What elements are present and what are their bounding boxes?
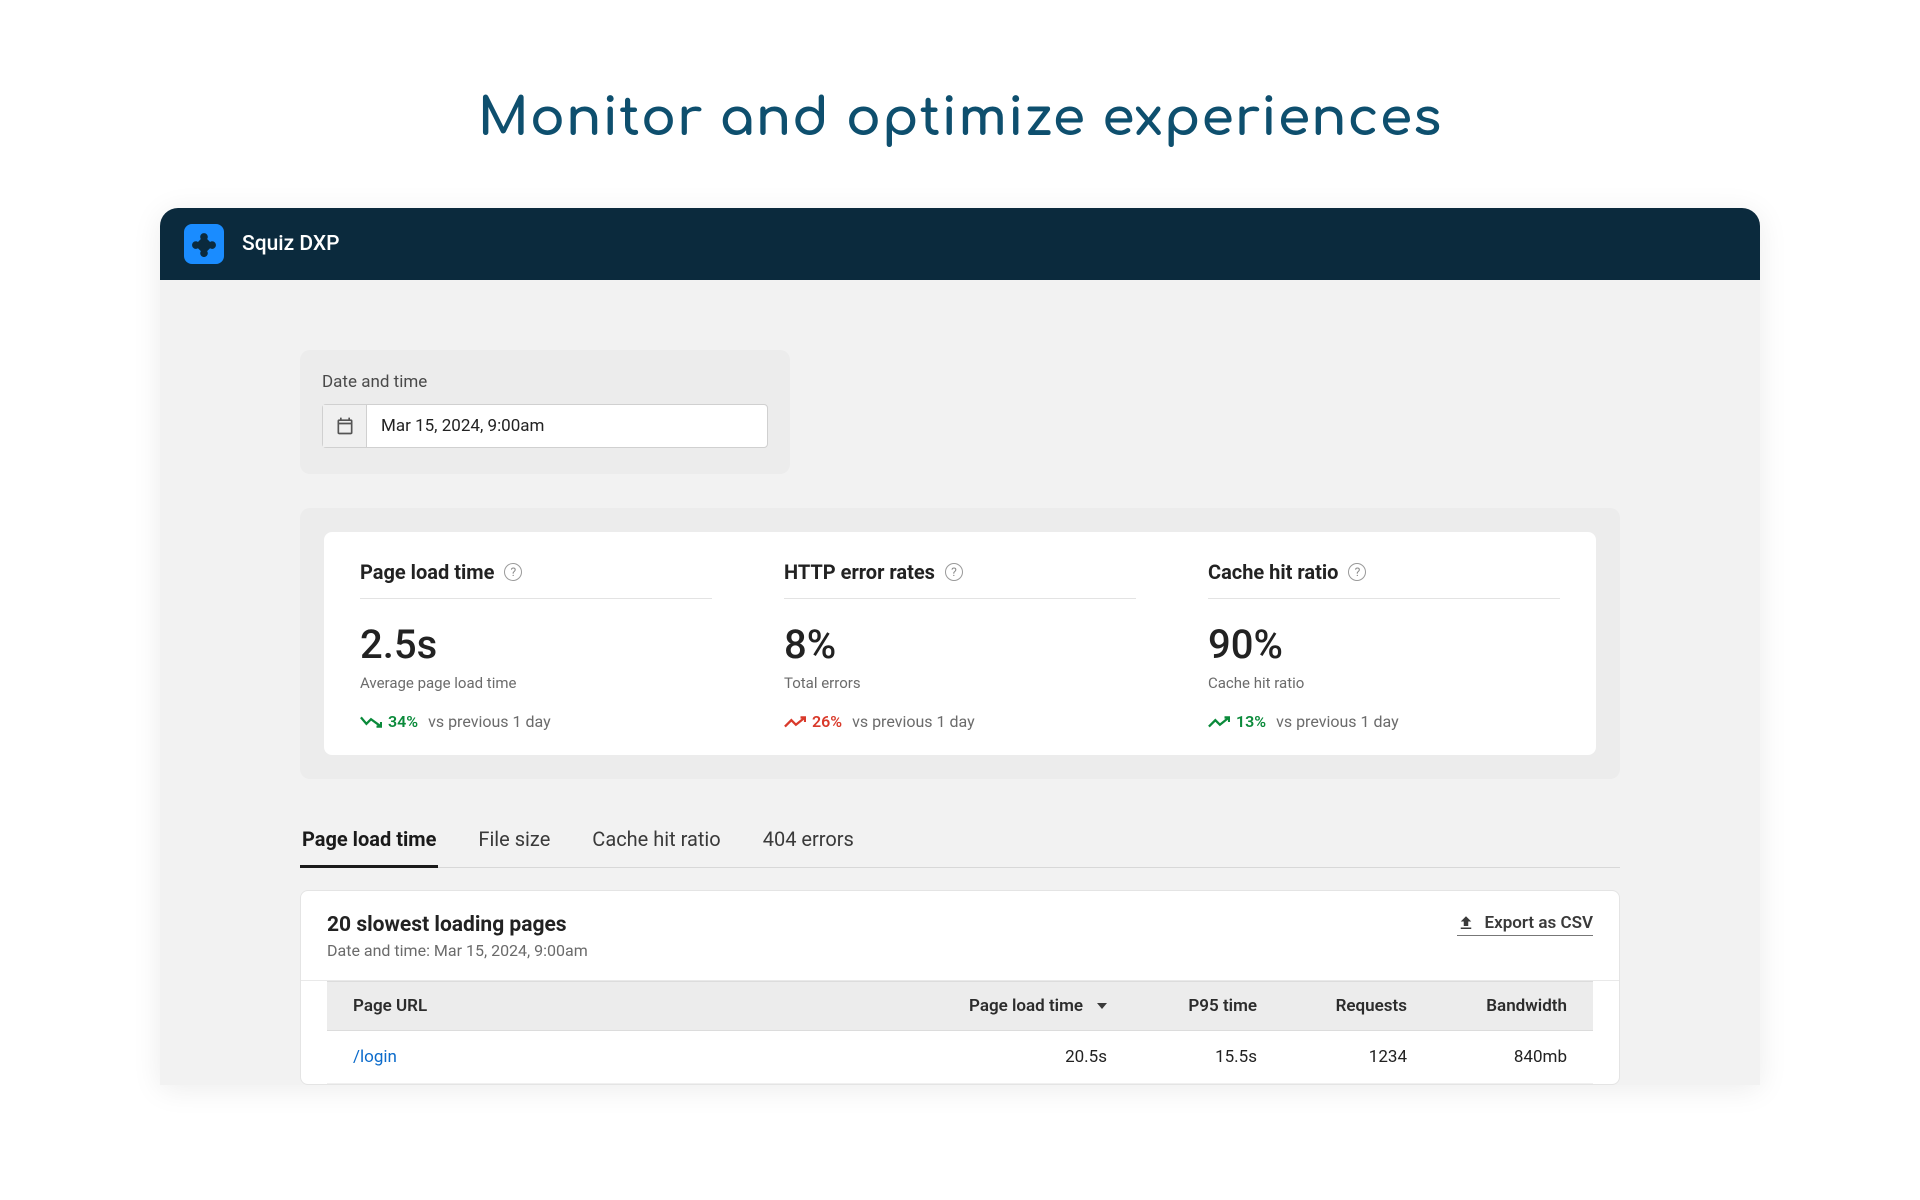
col-plt-label: Page load time [969, 996, 1083, 1016]
help-icon[interactable]: ? [504, 563, 522, 581]
tab-404-errors[interactable]: 404 errors [761, 827, 856, 867]
sort-desc-icon [1097, 1003, 1107, 1009]
calendar-icon[interactable] [323, 405, 367, 447]
cell-url[interactable]: /login [353, 1047, 907, 1067]
metrics-panel: Page load time ? 2.5s Average page load … [300, 508, 1620, 779]
change-rest: vs previous 1 day [852, 712, 975, 731]
datetime-value: Mar 15, 2024, 9:00am [367, 416, 544, 436]
metric-title: Page load time [360, 560, 494, 584]
metric-title: HTTP error rates [784, 560, 935, 584]
tab-cache-hit-ratio[interactable]: Cache hit ratio [590, 827, 722, 867]
metric-change: 34% vs previous 1 day [360, 712, 712, 731]
datetime-input[interactable]: Mar 15, 2024, 9:00am [322, 404, 768, 448]
help-icon[interactable]: ? [945, 563, 963, 581]
metric-sub: Cache hit ratio [1208, 674, 1560, 692]
metric-http-error-rates: HTTP error rates ? 8% Total errors 26% v… [748, 560, 1172, 731]
cell-p95: 15.5s [1107, 1047, 1257, 1067]
app-window: Squiz DXP Date and time Mar 15, 2024, 9:… [160, 208, 1760, 1085]
metric-value: 90% [1208, 621, 1560, 668]
app-title: Squiz DXP [242, 232, 340, 256]
slowest-pages-table: Page URL Page load time P95 time Request… [301, 981, 1619, 1084]
table-title: 20 slowest loading pages [327, 913, 588, 937]
tab-file-size[interactable]: File size [476, 827, 552, 867]
metric-page-load-time: Page load time ? 2.5s Average page load … [324, 560, 748, 731]
metrics-row: Page load time ? 2.5s Average page load … [324, 532, 1596, 755]
change-pct: 13% [1236, 712, 1266, 731]
cell-plt: 20.5s [907, 1047, 1107, 1067]
change-pct: 26% [812, 712, 842, 731]
col-page-url[interactable]: Page URL [353, 996, 907, 1016]
metric-change: 13% vs previous 1 day [1208, 712, 1560, 731]
col-requests[interactable]: Requests [1257, 996, 1407, 1016]
col-bandwidth[interactable]: Bandwidth [1407, 996, 1567, 1016]
metric-value: 8% [784, 621, 1136, 668]
col-p95-time[interactable]: P95 time [1107, 996, 1257, 1016]
change-rest: vs previous 1 day [428, 712, 551, 731]
export-csv-button[interactable]: Export as CSV [1457, 913, 1593, 936]
datetime-panel: Date and time Mar 15, 2024, 9:00am [300, 350, 790, 474]
trend-up-icon [1208, 715, 1230, 729]
datetime-label: Date and time [322, 372, 768, 392]
change-rest: vs previous 1 day [1276, 712, 1399, 731]
metric-sub: Total errors [784, 674, 1136, 692]
help-icon[interactable]: ? [1348, 563, 1366, 581]
metric-sub: Average page load time [360, 674, 712, 692]
export-label: Export as CSV [1485, 913, 1593, 933]
slowest-pages-card: 20 slowest loading pages Date and time: … [300, 890, 1620, 1085]
trend-up-icon [784, 715, 806, 729]
tab-page-load-time[interactable]: Page load time [300, 827, 438, 868]
table-subtitle: Date and time: Mar 15, 2024, 9:00am [327, 941, 588, 960]
metric-cache-hit-ratio: Cache hit ratio ? 90% Cache hit ratio 13… [1172, 560, 1596, 731]
metric-value: 2.5s [360, 621, 712, 668]
table-row: /login 20.5s 15.5s 1234 840mb [327, 1031, 1593, 1084]
cell-bw: 840mb [1407, 1047, 1567, 1067]
table-head: Page URL Page load time P95 time Request… [327, 981, 1593, 1031]
tabs: Page load time File size Cache hit ratio… [300, 827, 1620, 868]
col-page-load-time[interactable]: Page load time [907, 996, 1107, 1016]
upload-icon [1457, 914, 1475, 932]
metric-change: 26% vs previous 1 day [784, 712, 1136, 731]
titlebar: Squiz DXP [160, 208, 1760, 280]
metric-title: Cache hit ratio [1208, 560, 1338, 584]
page-heading: Monitor and optimize experiences [478, 90, 1442, 148]
trend-down-icon [360, 715, 382, 729]
app-logo-icon [184, 224, 224, 264]
cell-req: 1234 [1257, 1047, 1407, 1067]
change-pct: 34% [388, 712, 418, 731]
